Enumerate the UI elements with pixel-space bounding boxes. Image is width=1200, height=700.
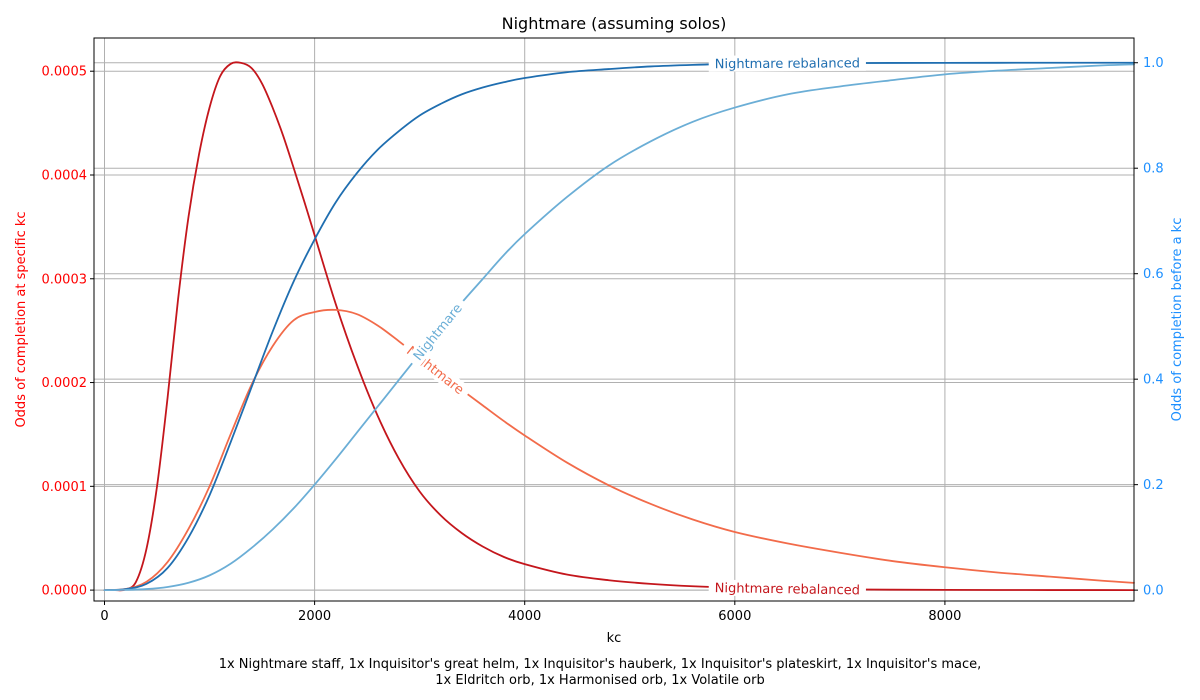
inline-labels: Nightmare rebalanced Nightmare Nightmare r… [398,54,867,598]
inline-label-3: Nightmare [405,295,470,369]
y-left-tick-label-0: 0.0000 [42,584,88,599]
series-line-2 [103,61,1135,592]
x-axis: 0 2000 4000 6000 8000 [100,601,961,624]
chart-title: Nightmare (assuming solos) [502,14,727,33]
y-left-tick-label-2: 0.0002 [42,376,88,391]
series-line-0 [103,61,1135,592]
inline-label-text-0: Nightmare rebalanced [715,581,860,598]
series-line-1 [103,308,1135,591]
y-left-tick-label-5: 0.0005 [42,65,88,80]
series-line-3 [103,63,1135,592]
y-right-tick-label-3: 0.6 [1143,267,1164,282]
y-left-tick-label-4: 0.0004 [42,168,88,183]
y-right-tick-label-2: 0.4 [1143,373,1164,388]
inline-label-bg-3 [405,295,470,369]
inline-label-1: Nightmare [398,338,472,402]
y-left-tick-label-1: 0.0001 [42,480,88,495]
y-right-tick-label-0: 0.0 [1143,584,1164,599]
x-tick-label-2: 4000 [508,609,541,624]
y-axis-right: 0.0 0.2 0.4 0.6 0.8 1.0 [1134,56,1164,599]
caption-line-1: 1x Nightmare staff, 1x Inquisitor's grea… [218,657,982,672]
y-right-tick-label-4: 0.8 [1143,162,1164,177]
inline-label-text-3: Nightmare [411,301,466,364]
series [103,61,1135,592]
y-axis-left-title: Odds of completion at specific kc [14,211,29,427]
x-tick-label-4: 8000 [928,609,961,624]
y-right-tick-label-5: 1.0 [1143,56,1164,71]
y-axis-left: 0.0000 0.0001 0.0002 0.0003 0.0004 0.0005 [42,65,94,599]
y-left-tick-label-3: 0.0003 [42,272,88,287]
x-tick-label-1: 2000 [298,609,331,624]
caption-line-2: 1x Eldritch orb, 1x Harmonised orb, 1x V… [435,673,765,688]
caption: 1x Nightmare staff, 1x Inquisitor's grea… [0,657,1200,689]
inline-label-text-2: Nightmare rebalanced [715,56,860,72]
x-tick-label-3: 6000 [718,609,751,624]
inline-label-bg-0 [708,579,867,598]
inline-label-2: Nightmare rebalanced [708,54,866,72]
y-right-tick-label-1: 0.2 [1143,478,1164,493]
inline-label-0: Nightmare rebalanced [708,579,867,598]
chart: Nightmare (assuming solos) Nightmare reb… [14,14,1185,646]
inline-label-bg-2 [708,54,866,72]
x-axis-title: kc [607,631,622,646]
grid [94,38,1134,601]
y-axis-right-title: Odds of completion before a kc [1170,218,1185,422]
plot-frame [93,37,1135,602]
x-tick-label-0: 0 [100,609,108,624]
